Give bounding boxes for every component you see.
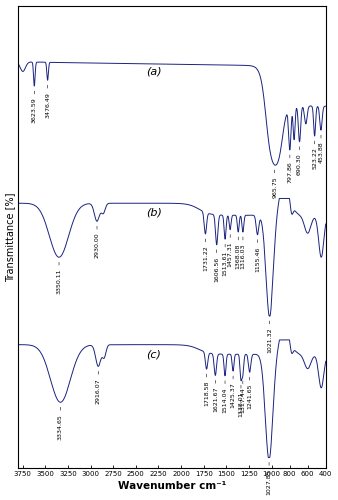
Text: 2916.07: 2916.07 [96,378,101,404]
Text: 3623.59: 3623.59 [32,98,37,124]
Text: 797.86: 797.86 [287,162,292,183]
Text: (a): (a) [146,66,162,76]
Text: 3476.49: 3476.49 [45,92,50,118]
Text: (b): (b) [146,208,162,218]
Text: 965.75: 965.75 [272,176,277,198]
Text: 1457.31: 1457.31 [228,241,233,267]
Text: (c): (c) [147,350,162,360]
Text: 1317.44: 1317.44 [240,388,245,413]
Y-axis label: Transmittance [%]: Transmittance [%] [5,192,16,282]
Text: 1338.01: 1338.01 [238,392,243,417]
Text: 3350.11: 3350.11 [56,269,62,294]
Text: 1606.56: 1606.56 [214,256,219,281]
Text: 1731.22: 1731.22 [203,246,208,272]
Text: 1316.03: 1316.03 [240,244,245,269]
X-axis label: Wavenumber cm⁻¹: Wavenumber cm⁻¹ [118,482,226,492]
Text: 1621.67: 1621.67 [213,387,218,412]
Text: 1155.46: 1155.46 [255,246,260,272]
Text: 3334.65: 3334.65 [58,414,63,440]
Text: 690.30: 690.30 [297,154,302,175]
Text: 1368.08: 1368.08 [236,244,241,269]
Text: 1513.61: 1513.61 [223,250,227,276]
Text: 1241.65: 1241.65 [247,384,252,409]
Text: 1027.85: 1027.85 [267,469,271,494]
Text: 1021.32: 1021.32 [267,328,272,353]
Text: 1425.37: 1425.37 [231,382,236,408]
Text: 523.22: 523.22 [312,148,317,170]
Text: 1514.04: 1514.04 [222,388,227,413]
Text: 453.88: 453.88 [318,142,323,164]
Text: 2930.00: 2930.00 [95,233,99,258]
Text: 1718.58: 1718.58 [204,380,209,406]
